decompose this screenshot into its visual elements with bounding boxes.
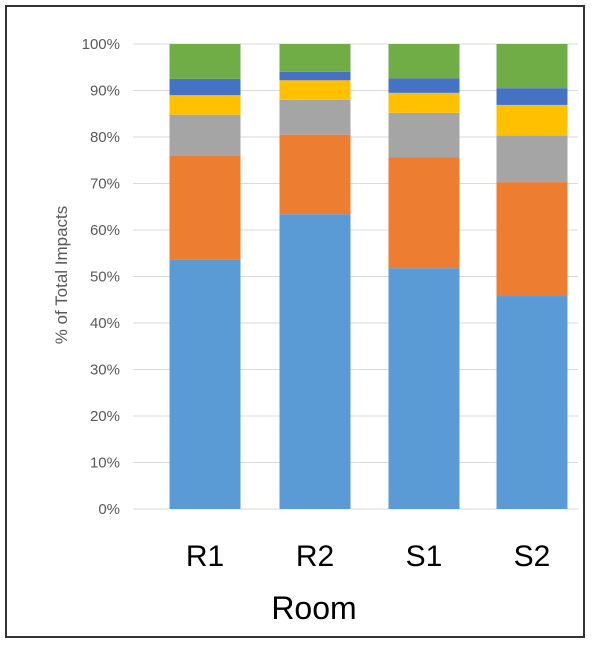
bar-segment-r2-4 — [279, 71, 351, 81]
bar-segment-s1-0 — [388, 268, 460, 509]
y-tick-label: 50% — [90, 269, 120, 286]
bar-segment-r1-0 — [169, 259, 241, 509]
y-tick-label: 20% — [90, 408, 120, 425]
y-tick-label: 80% — [90, 129, 120, 146]
y-tick-label: 90% — [90, 83, 120, 100]
y-axis-label: % of Total Impacts — [52, 206, 71, 345]
x-axis-label: Room — [271, 590, 356, 626]
bar-segment-s1-4 — [388, 78, 460, 93]
bar-segment-s1-1 — [388, 157, 460, 269]
x-category-label: R1 — [186, 540, 224, 573]
x-category-labels: R1 R2 S1 S2 — [186, 540, 551, 573]
bar-segment-s1-5 — [388, 44, 460, 79]
bar-segment-r2-2 — [279, 99, 351, 135]
x-category-label: S2 — [514, 540, 551, 573]
y-tick-label: 100% — [82, 36, 120, 53]
bar-segment-r1-4 — [169, 78, 241, 96]
bar-segment-s2-4 — [496, 88, 568, 105]
bar-segment-r1-5 — [169, 44, 241, 79]
bars — [169, 44, 568, 509]
y-tick-label: 10% — [90, 455, 120, 472]
y-tick-label: 70% — [90, 176, 120, 193]
y-tick-label: 40% — [90, 315, 120, 332]
bar-segment-r2-5 — [279, 44, 351, 72]
bar-segment-s2-3 — [496, 104, 568, 136]
bar-segment-r1-2 — [169, 114, 241, 156]
bar-segment-s2-1 — [496, 182, 568, 297]
y-tick-label: 60% — [90, 222, 120, 239]
bar-segment-s2-2 — [496, 135, 568, 183]
bar-segment-s1-3 — [388, 92, 460, 113]
y-tick-labels: 0% 10% 20% 30% 40% 50% 60% 70% 80% 90% 100% — [82, 36, 120, 518]
bar-segment-r2-3 — [279, 80, 351, 100]
y-tick-label: 0% — [98, 501, 120, 518]
bar-segment-r1-3 — [169, 95, 241, 115]
bar-segment-r1-1 — [169, 155, 241, 260]
bar-segment-s2-5 — [496, 44, 568, 89]
y-tick-label: 30% — [90, 362, 120, 379]
bar-segment-s1-2 — [388, 112, 460, 158]
bar-segment-r2-0 — [279, 214, 351, 509]
x-category-label: S1 — [406, 540, 443, 573]
bar-segment-r2-1 — [279, 134, 351, 215]
bar-segment-s2-0 — [496, 296, 568, 509]
x-category-label: R2 — [296, 540, 334, 573]
